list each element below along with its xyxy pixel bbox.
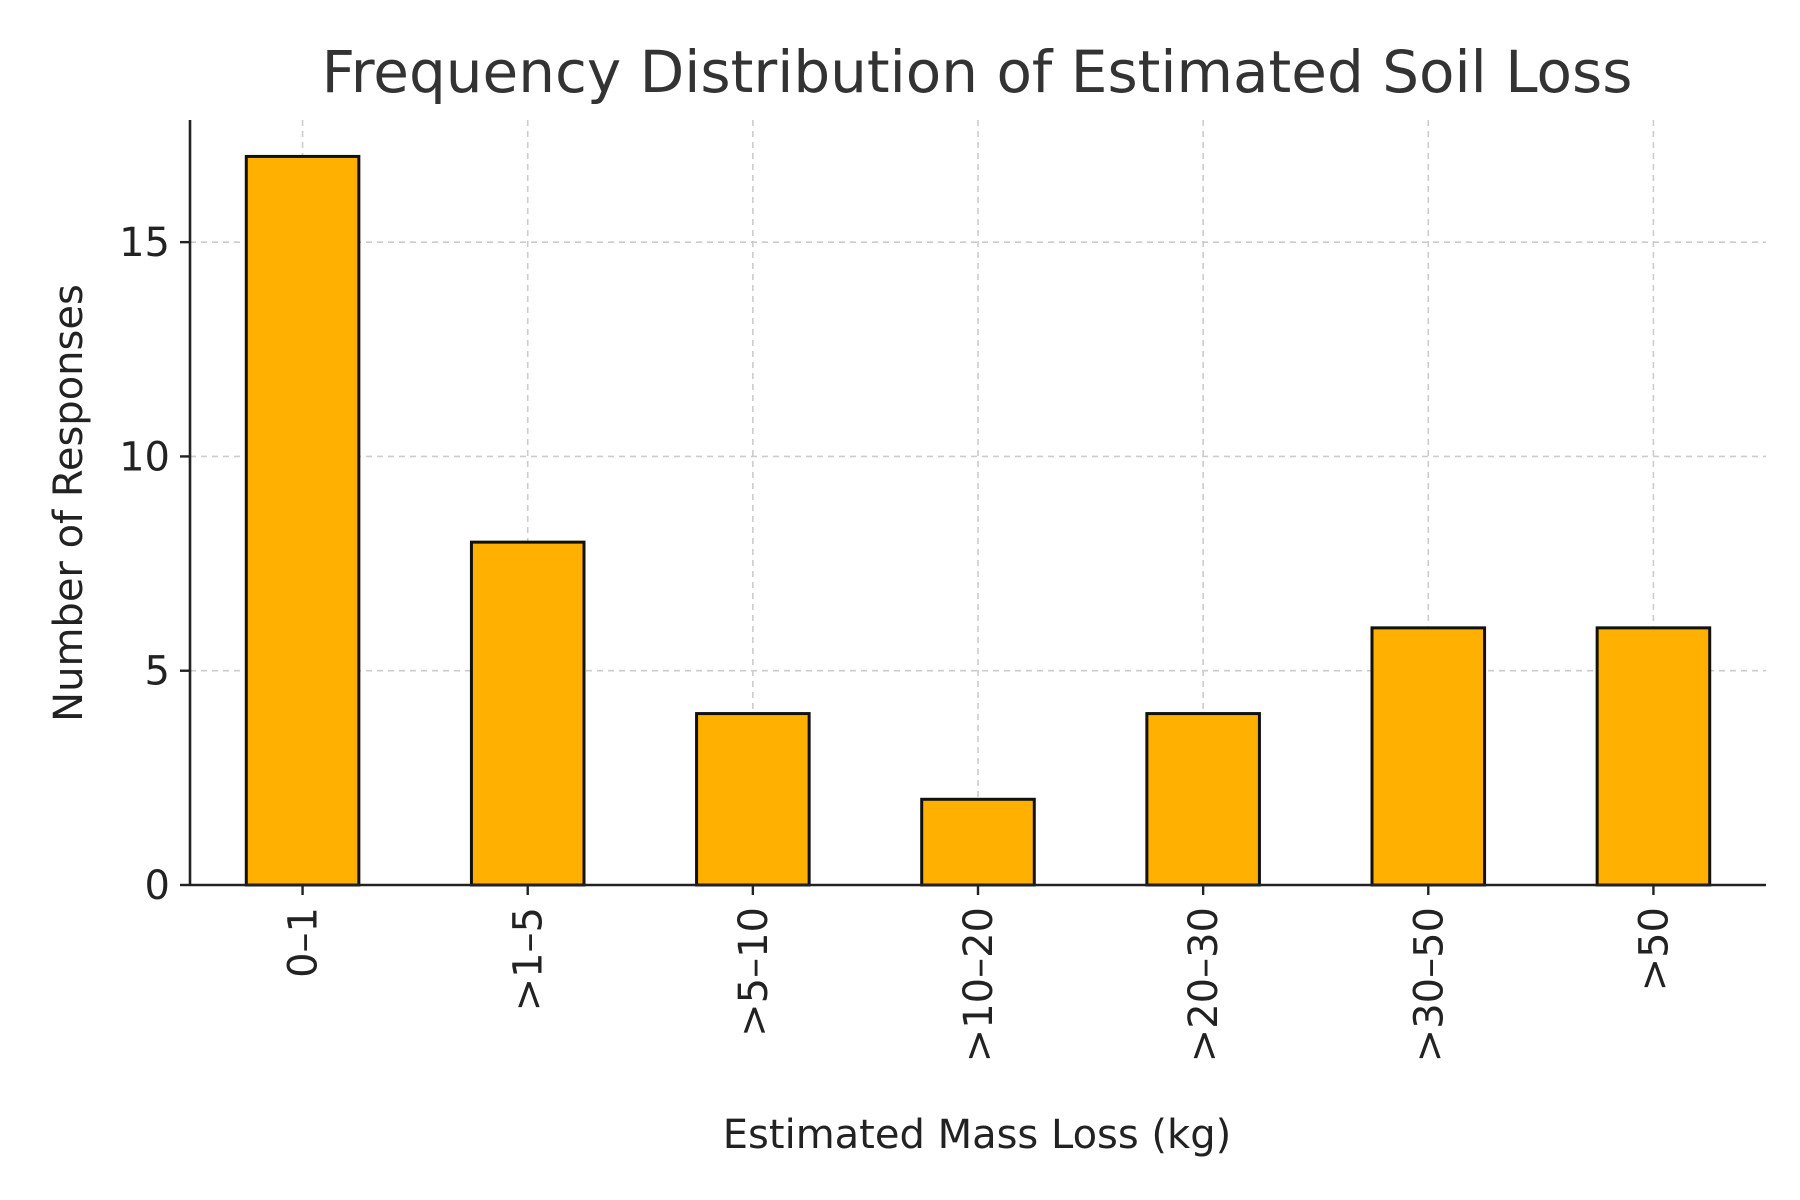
bar <box>1370 626 1487 887</box>
x-tick-label: >5–10 <box>731 907 777 1037</box>
x-axis-label: Estimated Mass Loss (kg) <box>723 1112 1231 1158</box>
bar <box>469 540 586 887</box>
y-tick-label: 15 <box>119 220 170 266</box>
x-tick-label: 0–1 <box>281 907 327 978</box>
x-tick-label: >1–5 <box>506 907 552 1011</box>
bar <box>920 797 1036 887</box>
bar <box>244 154 361 887</box>
tick-marks <box>180 240 1655 895</box>
y-axis-label: Number of Responses <box>46 284 92 722</box>
x-tick-label: >20–30 <box>1181 907 1227 1062</box>
chart-title: Frequency Distribution of Estimated Soil… <box>322 38 1633 106</box>
y-tick-label: 0 <box>145 863 170 909</box>
y-tick-label: 10 <box>119 434 170 480</box>
bar <box>1595 626 1712 887</box>
y-tick-label: 5 <box>145 649 170 695</box>
x-tick-label: >30–50 <box>1406 907 1452 1062</box>
bar <box>695 712 811 887</box>
x-tick-label: >50 <box>1631 907 1677 991</box>
bar <box>1145 712 1261 887</box>
grid-lines <box>190 120 1766 885</box>
x-tick-label: >10–20 <box>956 907 1002 1062</box>
tick-labels: 0 5 10 15 0–1 >1–5 >5–10 >10–20 >20–30 >30–50 >50 <box>119 220 1677 1062</box>
